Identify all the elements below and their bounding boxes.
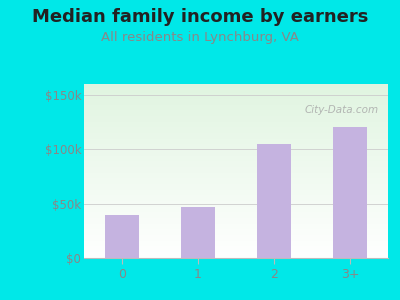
Bar bbox=[105, 214, 139, 258]
Bar bbox=[181, 207, 215, 258]
Bar bbox=[333, 128, 367, 258]
Text: Median family income by earners: Median family income by earners bbox=[32, 8, 368, 26]
Bar bbox=[257, 144, 291, 258]
Text: City-Data.com: City-Data.com bbox=[305, 105, 379, 115]
Text: All residents in Lynchburg, VA: All residents in Lynchburg, VA bbox=[101, 32, 299, 44]
